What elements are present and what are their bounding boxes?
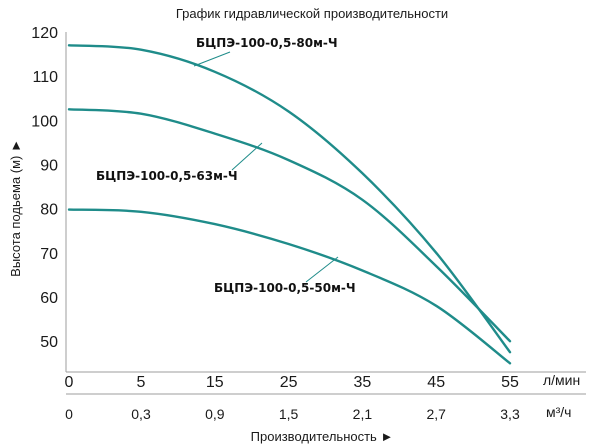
x-tick-labels-secondary: 0 0,3 0,9 1,5 2,1 2,7 3,3	[65, 406, 520, 422]
y-tick-label: 90	[40, 158, 58, 175]
x-tick-label-primary: 15	[206, 374, 224, 391]
series-label-2: БЦПЭ-100-0,5-63м-Ч	[96, 169, 238, 183]
series-labels: БЦПЭ-100-0,5-80м-Ч БЦПЭ-100-0,5-63м-Ч БЦПЭ…	[96, 36, 356, 295]
series-lines	[67, 44, 512, 365]
x-unit-primary: л/мин	[543, 372, 580, 388]
series-label-leader-1	[193, 51, 231, 67]
x-tick-label-primary: 55	[501, 374, 519, 391]
x-tick-label-secondary: 0	[65, 406, 73, 422]
series-label-3: БЦПЭ-100-0,5-50м-Ч	[214, 281, 356, 295]
series-label-1: БЦПЭ-100-0,5-80м-Ч	[196, 36, 338, 50]
y-tick-label: 50	[40, 334, 58, 351]
chart-title: График гидравлической производительности	[176, 6, 448, 21]
x-tick-labels-primary: 0 5 15 25 35 45 55	[65, 374, 519, 391]
y-axis-label: Высота подьема (м) ►	[8, 139, 23, 277]
x-tick-label-secondary: 0,3	[131, 406, 151, 422]
y-tick-labels: 50 60 70 80 90 100 110 120	[31, 25, 58, 351]
y-tick-label: 110	[32, 69, 58, 86]
y-tick-label: 70	[40, 246, 58, 263]
series-line-2	[67, 108, 512, 343]
series-label-leader-2	[231, 142, 263, 171]
y-tick-label: 120	[31, 25, 58, 42]
y-tick-label: 60	[40, 290, 58, 307]
y-tick-label: 80	[40, 202, 58, 219]
x-tick-label-secondary: 3,3	[500, 406, 520, 422]
series-label-leader-3	[305, 256, 339, 283]
x-unit-secondary: м³/ч	[546, 404, 571, 420]
x-axis-label: Производительность ►	[251, 429, 394, 444]
x-tick-label-primary: 0	[65, 374, 74, 391]
x-tick-label-primary: 5	[137, 374, 146, 391]
x-tick-label-primary: 25	[280, 374, 298, 391]
x-tick-label-primary: 35	[354, 374, 372, 391]
y-tick-label: 100	[31, 113, 58, 130]
x-tick-label-secondary: 2,1	[353, 406, 373, 422]
x-tick-label-secondary: 1,5	[279, 406, 299, 422]
series-line-3	[67, 208, 512, 365]
x-tick-label-primary: 45	[427, 374, 445, 391]
x-tick-label-secondary: 2,7	[426, 406, 446, 422]
x-tick-label-secondary: 0,9	[205, 406, 225, 422]
series-line-1	[67, 44, 512, 354]
